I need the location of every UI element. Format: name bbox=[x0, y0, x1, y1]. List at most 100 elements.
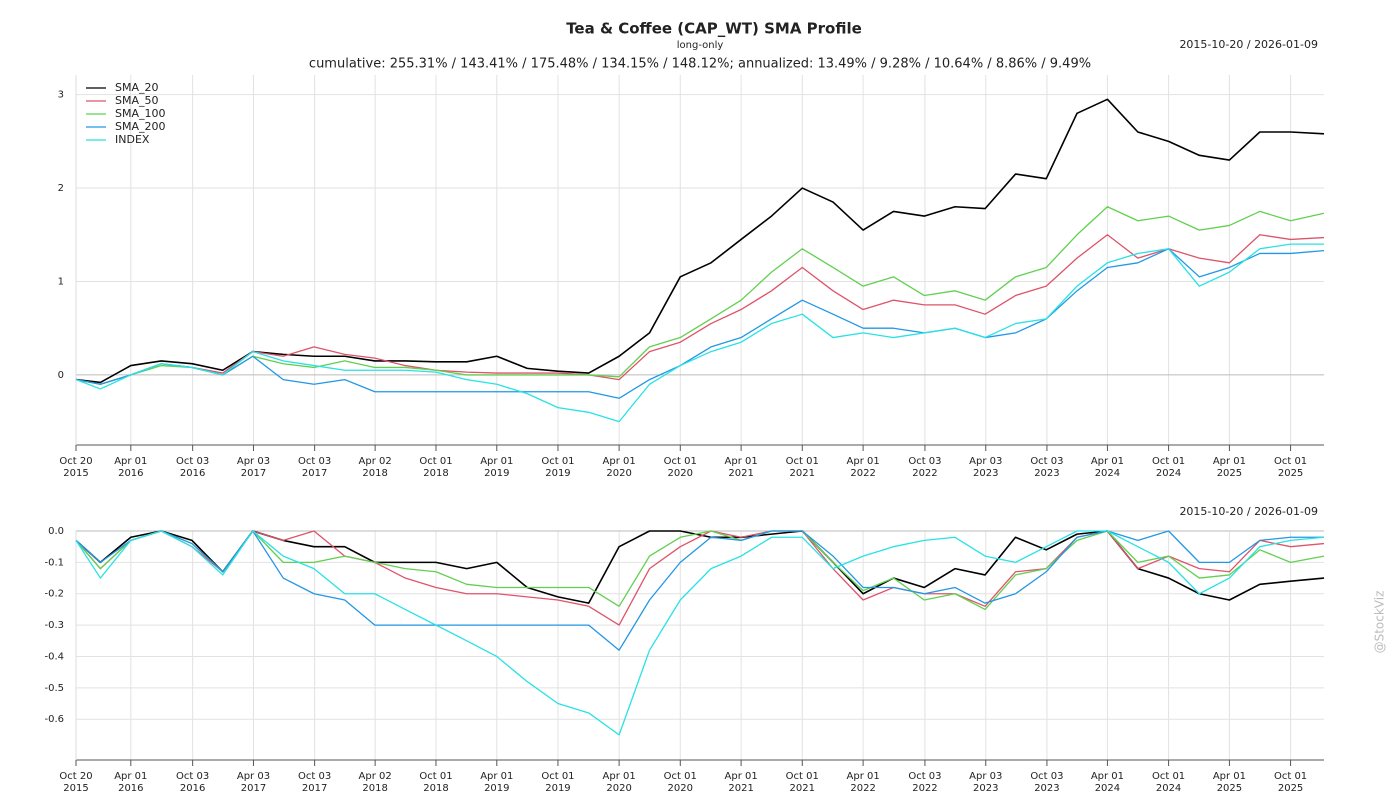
x-tick-label: Oct 01 bbox=[419, 456, 452, 467]
y-tick-label: -0.4 bbox=[44, 651, 64, 662]
x-tick-label: Apr 01 bbox=[847, 771, 880, 782]
y-tick-label: 1 bbox=[58, 276, 64, 287]
x-tick-label: 2017 bbox=[241, 783, 266, 794]
x-tick-label: 2025 bbox=[1278, 468, 1303, 479]
x-tick-label: Apr 01 bbox=[480, 456, 513, 467]
x-tick-label: 2020 bbox=[606, 783, 631, 794]
x-tick-label: Apr 01 bbox=[1213, 771, 1246, 782]
x-tick-label: Oct 03 bbox=[908, 771, 941, 782]
x-tick-label: 2023 bbox=[1034, 468, 1059, 479]
y-tick-label: -0.6 bbox=[44, 714, 64, 725]
series-line bbox=[75, 248, 1325, 399]
x-tick-label: 2024 bbox=[1156, 783, 1181, 794]
x-tick-label: 2021 bbox=[790, 468, 815, 479]
x-tick-label: 2018 bbox=[362, 783, 387, 794]
x-tick-label: 2018 bbox=[362, 468, 387, 479]
x-tick-label: Oct 01 bbox=[541, 771, 574, 782]
x-tick-label: 2016 bbox=[118, 468, 143, 479]
x-tick-label: 2023 bbox=[1034, 783, 1059, 794]
x-tick-label: 2021 bbox=[728, 468, 753, 479]
x-tick-label: 2019 bbox=[545, 468, 570, 479]
x-tick-label: 2022 bbox=[912, 783, 937, 794]
y-tick-label: 2 bbox=[58, 183, 64, 194]
x-tick-label: 2019 bbox=[484, 468, 509, 479]
x-tick-label: 2020 bbox=[606, 468, 631, 479]
x-tick-label: 2023 bbox=[973, 783, 998, 794]
x-tick-label: Apr 01 bbox=[1091, 456, 1124, 467]
x-tick-label: 2017 bbox=[302, 468, 327, 479]
x-tick-label: 2022 bbox=[850, 783, 875, 794]
x-tick-label: Oct 03 bbox=[1030, 771, 1063, 782]
x-tick-label: 2024 bbox=[1095, 783, 1120, 794]
x-tick-label: Apr 03 bbox=[969, 456, 1002, 467]
x-tick-label: Oct 03 bbox=[176, 456, 209, 467]
y-tick-label: -0.3 bbox=[44, 620, 64, 631]
x-tick-label: 2020 bbox=[668, 783, 693, 794]
x-tick-label: Oct 20 bbox=[59, 456, 92, 467]
x-tick-label: 2016 bbox=[118, 783, 143, 794]
x-tick-label: Oct 03 bbox=[176, 771, 209, 782]
x-tick-label: 2015 bbox=[63, 783, 88, 794]
x-tick-label: Apr 01 bbox=[847, 456, 880, 467]
legend-label: SMA_20 bbox=[115, 81, 159, 94]
x-tick-label: 2022 bbox=[912, 468, 937, 479]
x-tick-label: Apr 01 bbox=[1213, 456, 1246, 467]
x-tick-label: Apr 02 bbox=[359, 456, 392, 467]
x-tick-label: 2016 bbox=[180, 468, 205, 479]
x-tick-label: Apr 01 bbox=[1091, 771, 1124, 782]
x-tick-label: Apr 03 bbox=[237, 456, 270, 467]
y-tick-label: -0.5 bbox=[44, 683, 64, 694]
y-tick-label: 0 bbox=[58, 370, 64, 381]
x-tick-label: Oct 03 bbox=[908, 456, 941, 467]
x-tick-label: Oct 03 bbox=[298, 771, 331, 782]
x-tick-label: Oct 01 bbox=[1274, 771, 1307, 782]
x-tick-label: Apr 01 bbox=[603, 771, 636, 782]
x-tick-label: Oct 01 bbox=[786, 771, 819, 782]
x-tick-label: Oct 20 bbox=[59, 771, 92, 782]
series-line bbox=[75, 530, 1325, 611]
chart-subtitle: long-only bbox=[677, 40, 724, 51]
x-tick-label: 2019 bbox=[545, 783, 570, 794]
legend-label: SMA_50 bbox=[115, 94, 159, 107]
y-tick-label: 3 bbox=[58, 90, 64, 101]
y-tick-label: -0.2 bbox=[44, 589, 64, 600]
x-tick-label: Apr 01 bbox=[114, 456, 147, 467]
x-tick-label: 2017 bbox=[241, 468, 266, 479]
x-tick-label: Apr 01 bbox=[725, 771, 758, 782]
x-tick-label: 2021 bbox=[728, 783, 753, 794]
x-tick-label: Oct 03 bbox=[1030, 456, 1063, 467]
x-tick-label: 2020 bbox=[668, 468, 693, 479]
series-line bbox=[75, 243, 1324, 423]
y-tick-label: 0.0 bbox=[48, 526, 64, 537]
legend-label: SMA_200 bbox=[115, 120, 166, 133]
x-tick-label: 2018 bbox=[423, 783, 448, 794]
x-tick-label: Oct 01 bbox=[1152, 456, 1185, 467]
series-line bbox=[75, 530, 1325, 736]
x-tick-label: 2025 bbox=[1278, 783, 1303, 794]
x-tick-label: Oct 01 bbox=[1152, 771, 1185, 782]
x-tick-label: 2017 bbox=[302, 783, 327, 794]
x-tick-label: Apr 01 bbox=[480, 771, 513, 782]
x-tick-label: Oct 01 bbox=[786, 456, 819, 467]
series-line bbox=[75, 530, 1324, 651]
series-line bbox=[75, 234, 1325, 385]
x-tick-label: Oct 01 bbox=[1274, 456, 1307, 467]
annotation: cumulative: 255.31% / 143.41% / 175.48% … bbox=[309, 57, 1091, 72]
x-tick-label: 2024 bbox=[1156, 468, 1181, 479]
legend-label: SMA_100 bbox=[115, 107, 166, 120]
x-tick-label: 2025 bbox=[1217, 468, 1242, 479]
x-tick-label: 2019 bbox=[484, 783, 509, 794]
x-tick-label: 2021 bbox=[790, 783, 815, 794]
x-tick-label: Apr 01 bbox=[114, 771, 147, 782]
watermark: @StockViz bbox=[1373, 591, 1387, 654]
x-tick-label: Apr 03 bbox=[237, 771, 270, 782]
series-line bbox=[75, 206, 1325, 385]
y-tick-label: -0.1 bbox=[44, 557, 64, 568]
chart-title: Tea & Coffee (CAP_WT) SMA Profile bbox=[566, 20, 862, 38]
x-tick-label: Oct 03 bbox=[298, 456, 331, 467]
date-range: 2015-10-20 / 2026-01-09 bbox=[1179, 505, 1318, 518]
legend-label: INDEX bbox=[115, 133, 150, 146]
x-tick-label: 2023 bbox=[973, 468, 998, 479]
